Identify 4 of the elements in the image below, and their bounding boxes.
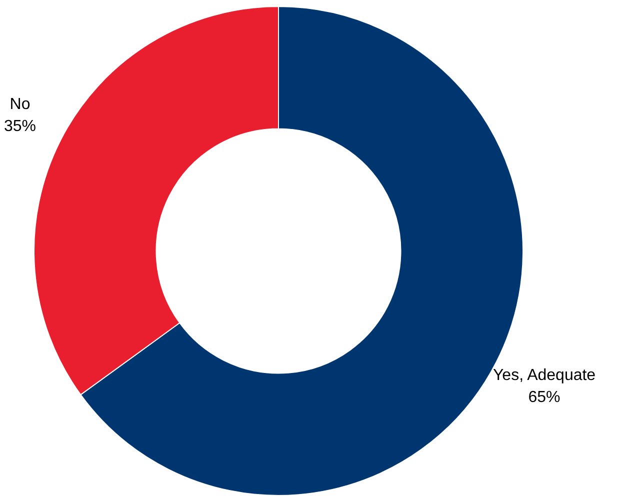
slice-label: No xyxy=(10,96,30,113)
data-label: 35% xyxy=(4,118,36,135)
slice-label: Yes, Adequate xyxy=(492,366,596,384)
data-label: 65% xyxy=(528,388,560,406)
